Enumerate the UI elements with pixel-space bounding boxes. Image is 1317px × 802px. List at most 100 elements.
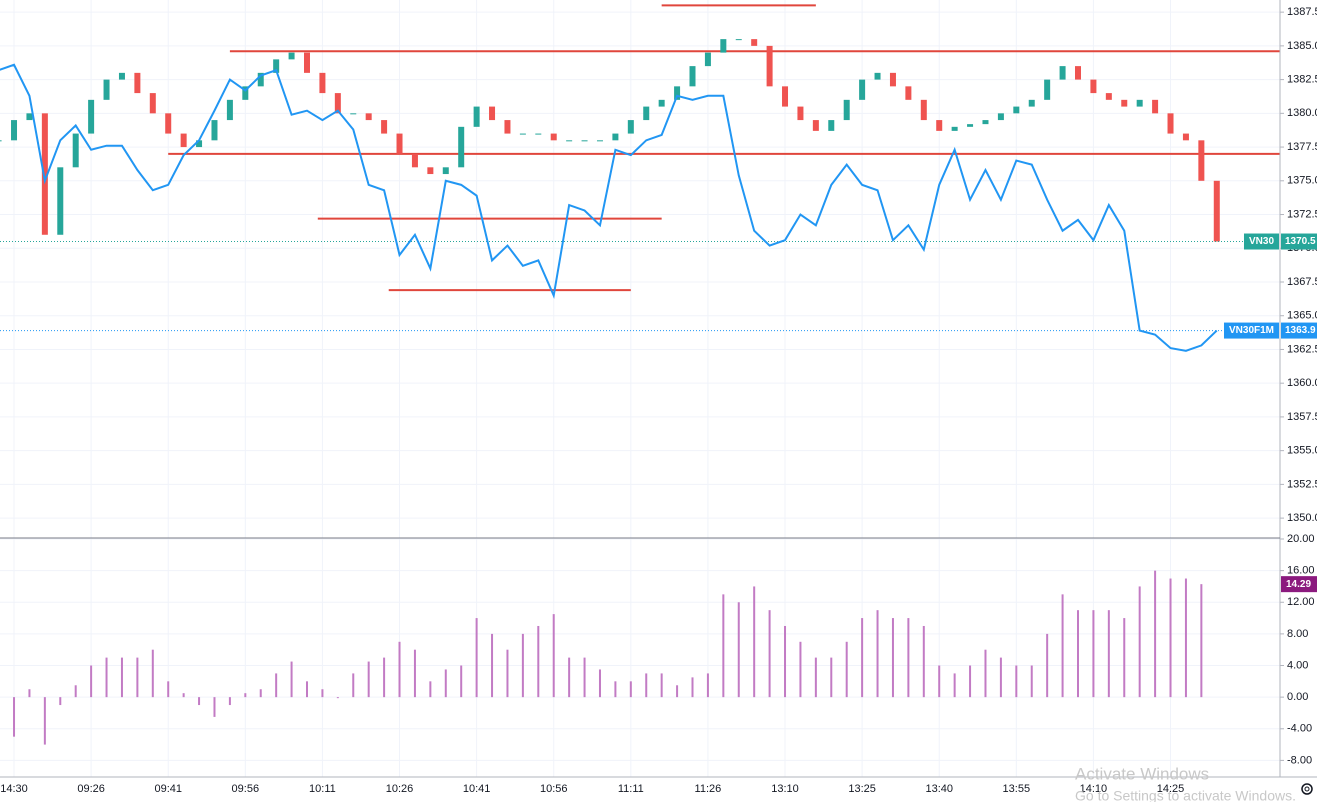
candle [1028,99,1035,107]
candle [1105,93,1112,100]
candle [1136,99,1143,107]
histogram-bar [876,610,879,698]
candle [936,120,943,131]
candle [226,99,233,121]
histogram-bar [999,657,1002,698]
x-tick-label: 09:26 [77,783,105,795]
candle [319,72,326,94]
candle [1121,99,1128,107]
x-tick-label: 09:41 [154,783,182,795]
candle [41,113,48,235]
x-tick-label: 13:25 [848,783,876,795]
histogram-bar [861,618,864,698]
y-tick-label: 1367.50 [1287,276,1317,288]
candle [396,133,403,154]
histogram-bar [28,689,31,698]
y-tick-label: 1380.00 [1287,107,1317,119]
histogram-bar [213,697,216,717]
candle [627,120,634,134]
x-tick-label: 11:26 [695,783,722,795]
candle [304,52,310,73]
candle [658,99,665,107]
x-tick-label: 10:26 [386,783,414,795]
x-tick-label: 11:11 [618,783,644,795]
x-tick-label: 14:30 [0,783,28,795]
candle [751,39,758,46]
candle [1213,180,1220,242]
price-tag-label: 1370.5 [1285,236,1316,247]
candle [149,93,156,114]
candle [134,72,141,94]
y-tick-label: 1360.00 [1287,377,1317,389]
candle [180,133,187,148]
x-tick-label: 10:41 [463,783,491,795]
y-tick-label: -8.00 [1287,754,1312,766]
histogram-bar [1138,586,1141,698]
candle [1044,79,1051,100]
histogram-bar [259,689,262,698]
y-tick-label: 1372.50 [1287,208,1317,220]
histogram-bar [645,673,648,698]
histogram-bar [275,673,278,698]
histogram-bar [1092,610,1095,698]
y-tick-label: 1387.50 [1287,6,1317,18]
histogram-bar [429,681,432,698]
value-tag [1281,576,1317,593]
settings-icon[interactable] [1301,783,1313,795]
candle [288,52,295,60]
histogram-bar [784,625,787,698]
histogram-bar [614,681,617,698]
candle [411,153,418,168]
y-tick-label: 1377.50 [1287,141,1317,153]
y-tick-label: 1382.50 [1287,74,1317,86]
y-tick-label: -4.00 [1287,723,1312,735]
histogram-bar [830,657,833,698]
series-tag [1243,233,1279,250]
histogram-bar [13,697,16,737]
candle [1198,140,1205,181]
histogram-bar [105,657,108,698]
histogram-bar [136,657,139,698]
histogram-bar [336,697,339,699]
x-tick-label: 10:11 [309,783,336,795]
x-tick-label: 09:56 [232,783,260,795]
candle [812,120,819,131]
x-tick-label: 14:10 [1080,783,1108,795]
candle [334,93,341,114]
candle [581,140,588,142]
histogram-bar [59,697,62,706]
axes: 1350.00 1352.50 1355.00 1357.50 1360.00 1362.… [0,6,1317,795]
y-tick-label: 12.00 [1287,596,1315,608]
histogram-bar [1061,594,1064,698]
candle [843,99,850,121]
histogram-bar [552,614,555,698]
x-tick-label: 13:55 [1003,783,1031,795]
histogram-bar [969,665,972,698]
watermark: Go to Settings to activate Windows. [1075,788,1296,802]
candle [0,140,2,142]
candle [365,113,372,121]
candle [1167,113,1174,134]
y-tick-label: 1385.00 [1287,40,1317,52]
candle [997,113,1004,121]
histogram-bar [1107,610,1110,698]
candle [782,86,789,107]
histogram-bar [367,661,370,698]
candle [1152,99,1159,114]
series-tag [1223,322,1279,339]
series-tag-label: VN30 [1249,236,1274,247]
candle [596,140,603,142]
candle [612,133,619,141]
price-tag [1281,322,1317,339]
histogram-bar [290,661,293,698]
x-tick-label: 14:25 [1157,783,1185,795]
candle [442,167,449,175]
candle [57,167,64,235]
histogram-bar [475,618,478,698]
histogram-bar [460,665,463,698]
histogram-bar [43,697,46,745]
candle [427,167,434,175]
histogram-bar [722,594,725,698]
y-tick-label: 1350.00 [1287,512,1317,524]
